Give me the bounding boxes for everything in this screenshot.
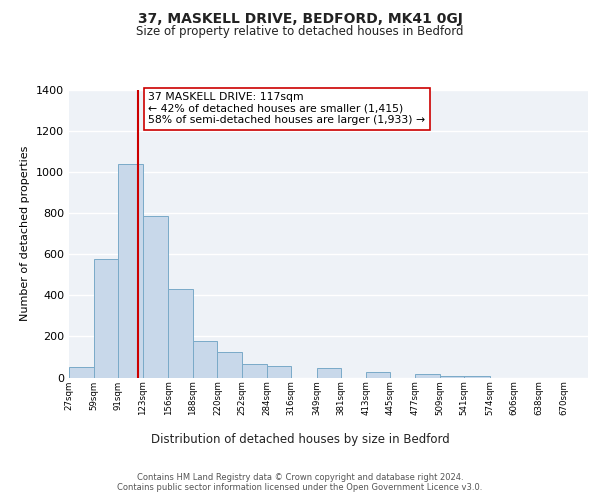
Bar <box>266 366 291 378</box>
Bar <box>242 364 266 378</box>
Text: 37 MASKELL DRIVE: 117sqm
← 42% of detached houses are smaller (1,415)
58% of sem: 37 MASKELL DRIVE: 117sqm ← 42% of detach… <box>148 92 425 126</box>
Text: Contains HM Land Registry data © Crown copyright and database right 2024.: Contains HM Land Registry data © Crown c… <box>137 472 463 482</box>
Bar <box>464 376 490 378</box>
Y-axis label: Number of detached properties: Number of detached properties <box>20 146 31 322</box>
Bar <box>143 216 168 378</box>
Text: 37, MASKELL DRIVE, BEDFORD, MK41 0GJ: 37, MASKELL DRIVE, BEDFORD, MK41 0GJ <box>137 12 463 26</box>
Bar <box>168 289 193 378</box>
Bar <box>118 164 143 378</box>
Bar <box>366 372 391 378</box>
Bar <box>217 352 242 378</box>
Text: Contains public sector information licensed under the Open Government Licence v3: Contains public sector information licen… <box>118 484 482 492</box>
Bar <box>440 376 464 378</box>
Bar <box>193 340 217 378</box>
Bar <box>415 374 440 378</box>
Text: Distribution of detached houses by size in Bedford: Distribution of detached houses by size … <box>151 432 449 446</box>
Bar <box>317 368 341 378</box>
Text: Size of property relative to detached houses in Bedford: Size of property relative to detached ho… <box>136 25 464 38</box>
Bar <box>69 367 94 378</box>
Bar <box>94 260 118 378</box>
